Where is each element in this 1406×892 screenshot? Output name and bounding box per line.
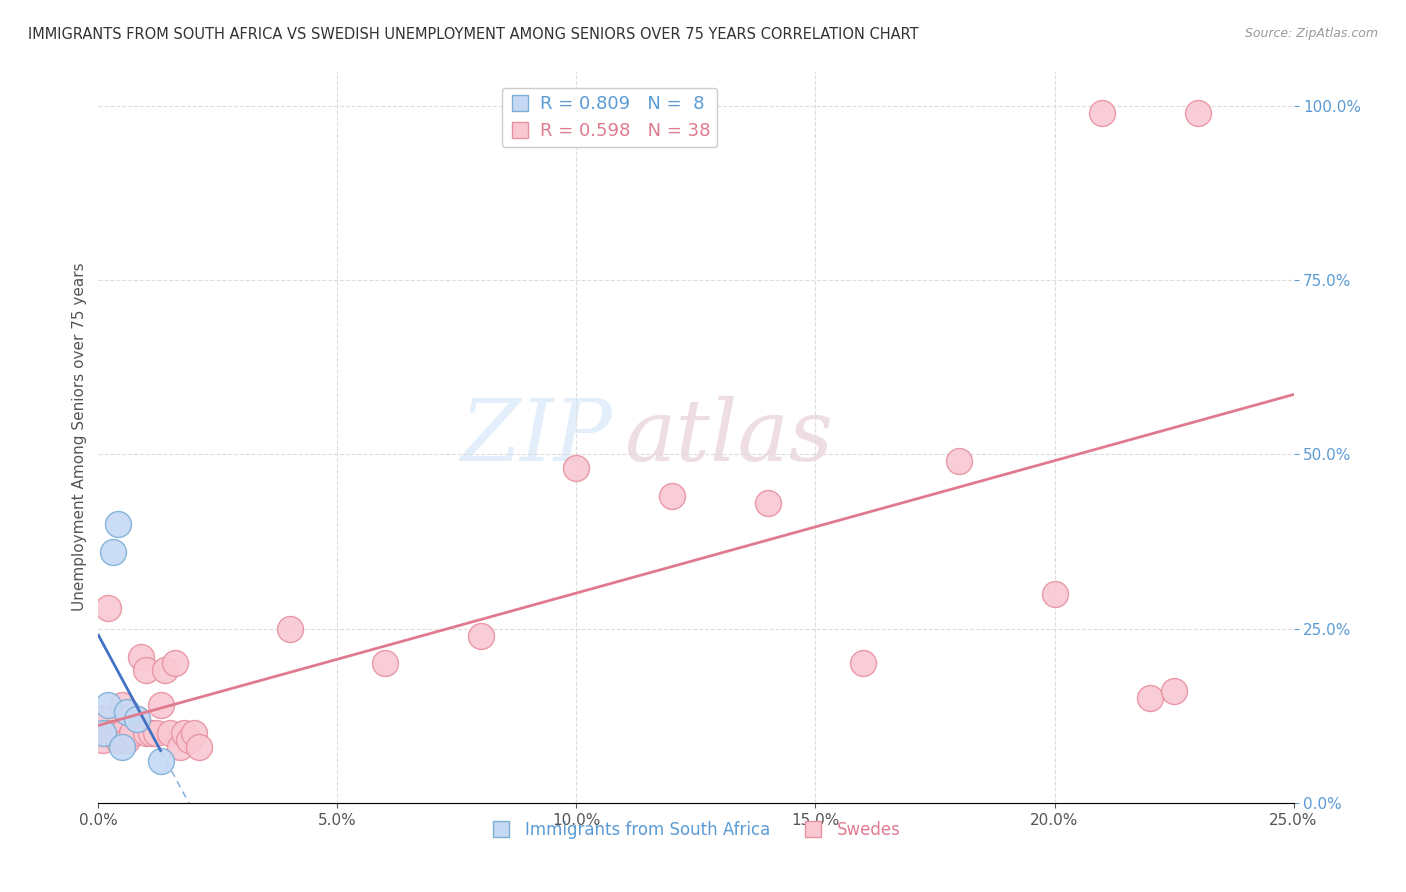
Point xyxy=(179,733,201,747)
Point xyxy=(97,726,120,740)
Point xyxy=(145,726,167,740)
Point xyxy=(183,726,205,740)
Point xyxy=(91,733,114,747)
Point xyxy=(101,545,124,559)
Point xyxy=(169,740,191,755)
Point xyxy=(565,461,588,475)
Text: atlas: atlas xyxy=(624,396,834,478)
Text: IMMIGRANTS FROM SOUTH AFRICA VS SWEDISH UNEMPLOYMENT AMONG SENIORS OVER 75 YEARS: IMMIGRANTS FROM SOUTH AFRICA VS SWEDISH … xyxy=(28,27,918,42)
Point xyxy=(149,698,172,713)
Point xyxy=(135,664,157,678)
Point xyxy=(756,496,779,510)
Point xyxy=(149,754,172,768)
Point xyxy=(852,657,875,671)
Point xyxy=(163,657,186,671)
Point xyxy=(1187,106,1209,120)
Point xyxy=(661,489,683,503)
Y-axis label: Unemployment Among Seniors over 75 years: Unemployment Among Seniors over 75 years xyxy=(72,263,87,611)
Point xyxy=(91,726,114,740)
Point xyxy=(107,733,129,747)
Point xyxy=(139,726,162,740)
Point xyxy=(173,726,195,740)
Point xyxy=(1163,684,1185,698)
Point xyxy=(111,740,134,755)
Point xyxy=(115,705,138,719)
Point xyxy=(107,517,129,532)
Point xyxy=(1091,106,1114,120)
Point xyxy=(125,712,148,726)
Point xyxy=(155,664,177,678)
Point xyxy=(948,454,970,468)
Text: ZIP: ZIP xyxy=(460,396,613,478)
Point xyxy=(278,622,301,636)
Point xyxy=(131,649,153,664)
Point xyxy=(125,712,148,726)
Point xyxy=(111,698,134,713)
Point xyxy=(159,726,181,740)
Point xyxy=(91,712,114,726)
Point xyxy=(374,657,396,671)
Point xyxy=(470,629,492,643)
Point xyxy=(101,726,124,740)
Point xyxy=(97,698,120,713)
Point xyxy=(111,726,134,740)
Point xyxy=(187,740,209,755)
Legend: Immigrants from South Africa, Swedes: Immigrants from South Africa, Swedes xyxy=(485,814,907,846)
Point xyxy=(121,726,143,740)
Point xyxy=(97,600,120,615)
Point xyxy=(115,733,138,747)
Point xyxy=(1043,587,1066,601)
Point xyxy=(1139,691,1161,706)
Text: Source: ZipAtlas.com: Source: ZipAtlas.com xyxy=(1244,27,1378,40)
Point xyxy=(135,726,157,740)
